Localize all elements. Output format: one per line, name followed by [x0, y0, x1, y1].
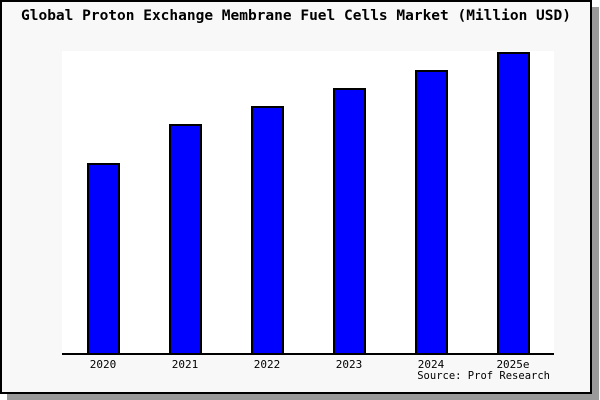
- x-tick-label-2020: 2020: [89, 358, 117, 371]
- bar-2023: [332, 88, 366, 353]
- x-tick-label-2022: 2022: [253, 358, 281, 371]
- source-credit: Source: Prof Research: [417, 370, 550, 382]
- bar-2020: [86, 163, 120, 353]
- x-tick-label-2021: 2021: [171, 358, 199, 371]
- bar-2021: [168, 124, 202, 353]
- chart-frame: Global Proton Exchange Membrane Fuel Cel…: [0, 0, 592, 394]
- x-tick-label-2024: 2024: [417, 358, 445, 371]
- bar-2022: [250, 106, 284, 353]
- x-axis-labels: 2020 2021 2022 2023 2024 2025e: [62, 358, 554, 372]
- bar-2024: [414, 70, 448, 353]
- chart-title: Global Proton Exchange Membrane Fuel Cel…: [21, 8, 571, 24]
- plot-area: [62, 51, 554, 355]
- x-tick-label-2025e: 2025e: [496, 358, 530, 371]
- x-tick-label-2023: 2023: [335, 358, 363, 371]
- bar-2025e: [496, 52, 530, 353]
